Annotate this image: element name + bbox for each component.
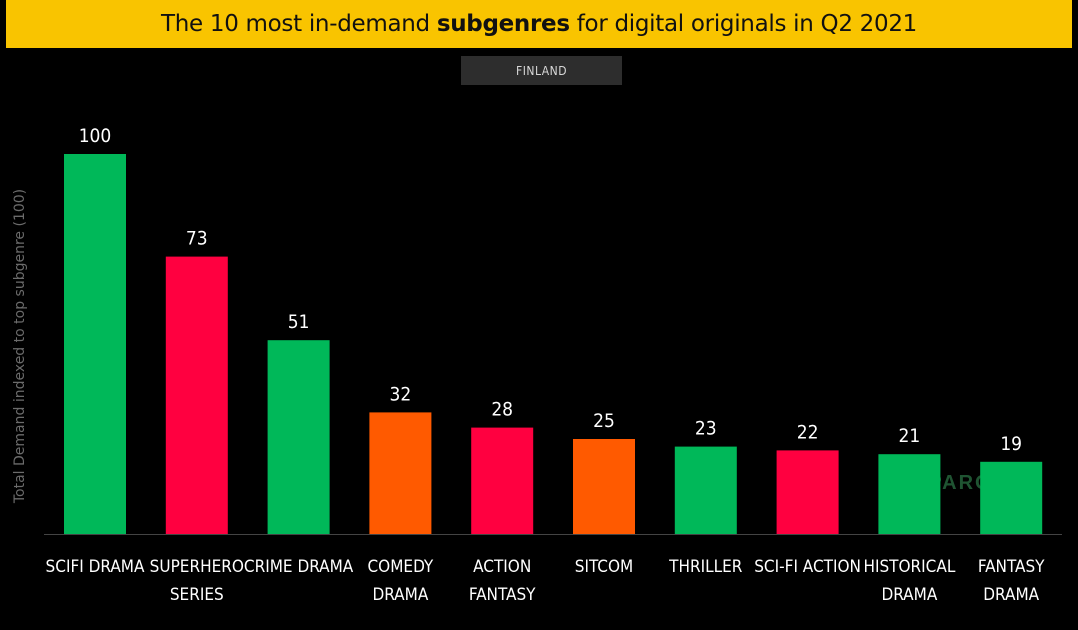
data-label: 73 [186, 228, 208, 250]
bar [267, 340, 330, 534]
x-tick-label: DRAMA [983, 585, 1039, 605]
data-label: 51 [288, 311, 310, 333]
x-tick-label: SCI-FI ACTION [754, 557, 861, 577]
x-tick-label: COMEDY [368, 557, 434, 577]
x-tick-label: DRAMA [881, 585, 937, 605]
title-bar: The 10 most in-demand subgenres for digi… [6, 0, 1072, 48]
bar [878, 454, 941, 534]
data-label: 19 [1000, 433, 1022, 455]
data-label: 23 [695, 418, 717, 440]
region-label: FINLAND [461, 56, 622, 85]
x-tick-label: SERIES [170, 585, 224, 605]
bar [369, 412, 432, 534]
chart-title-bold: subgenres [436, 11, 570, 37]
bar [471, 427, 534, 534]
data-label: 32 [390, 383, 412, 405]
data-label: 22 [797, 421, 819, 443]
x-tick-label: ACTION [473, 557, 531, 577]
x-tick-label: FANTASY [978, 557, 1045, 577]
data-label: 25 [593, 410, 615, 432]
x-tick-label: THRILLER [668, 557, 743, 577]
bar [776, 450, 839, 534]
x-tick-label: FANTASY [469, 585, 536, 605]
chart-title: The 10 most in-demand subgenres for digi… [161, 11, 917, 37]
data-label: 28 [491, 399, 513, 421]
x-tick-label: HISTORICAL [863, 557, 955, 577]
x-tick-label: SCIFI DRAMA [46, 557, 145, 577]
bar [165, 256, 228, 534]
chart-title-suffix: for digital originals in Q2 2021 [569, 11, 918, 37]
data-label: 21 [899, 425, 921, 447]
x-tick-label: DRAMA [372, 585, 428, 605]
x-tick-label: SITCOM [575, 557, 633, 577]
bar [573, 439, 635, 534]
data-label: 100 [79, 125, 112, 147]
bar [64, 154, 126, 534]
bar [674, 446, 737, 534]
bar [980, 461, 1043, 534]
x-tick-label: SUPERHERO [150, 557, 244, 577]
x-tick-label: CRIME DRAMA [244, 557, 354, 577]
chart-title-prefix: The 10 most in-demand [160, 11, 437, 37]
